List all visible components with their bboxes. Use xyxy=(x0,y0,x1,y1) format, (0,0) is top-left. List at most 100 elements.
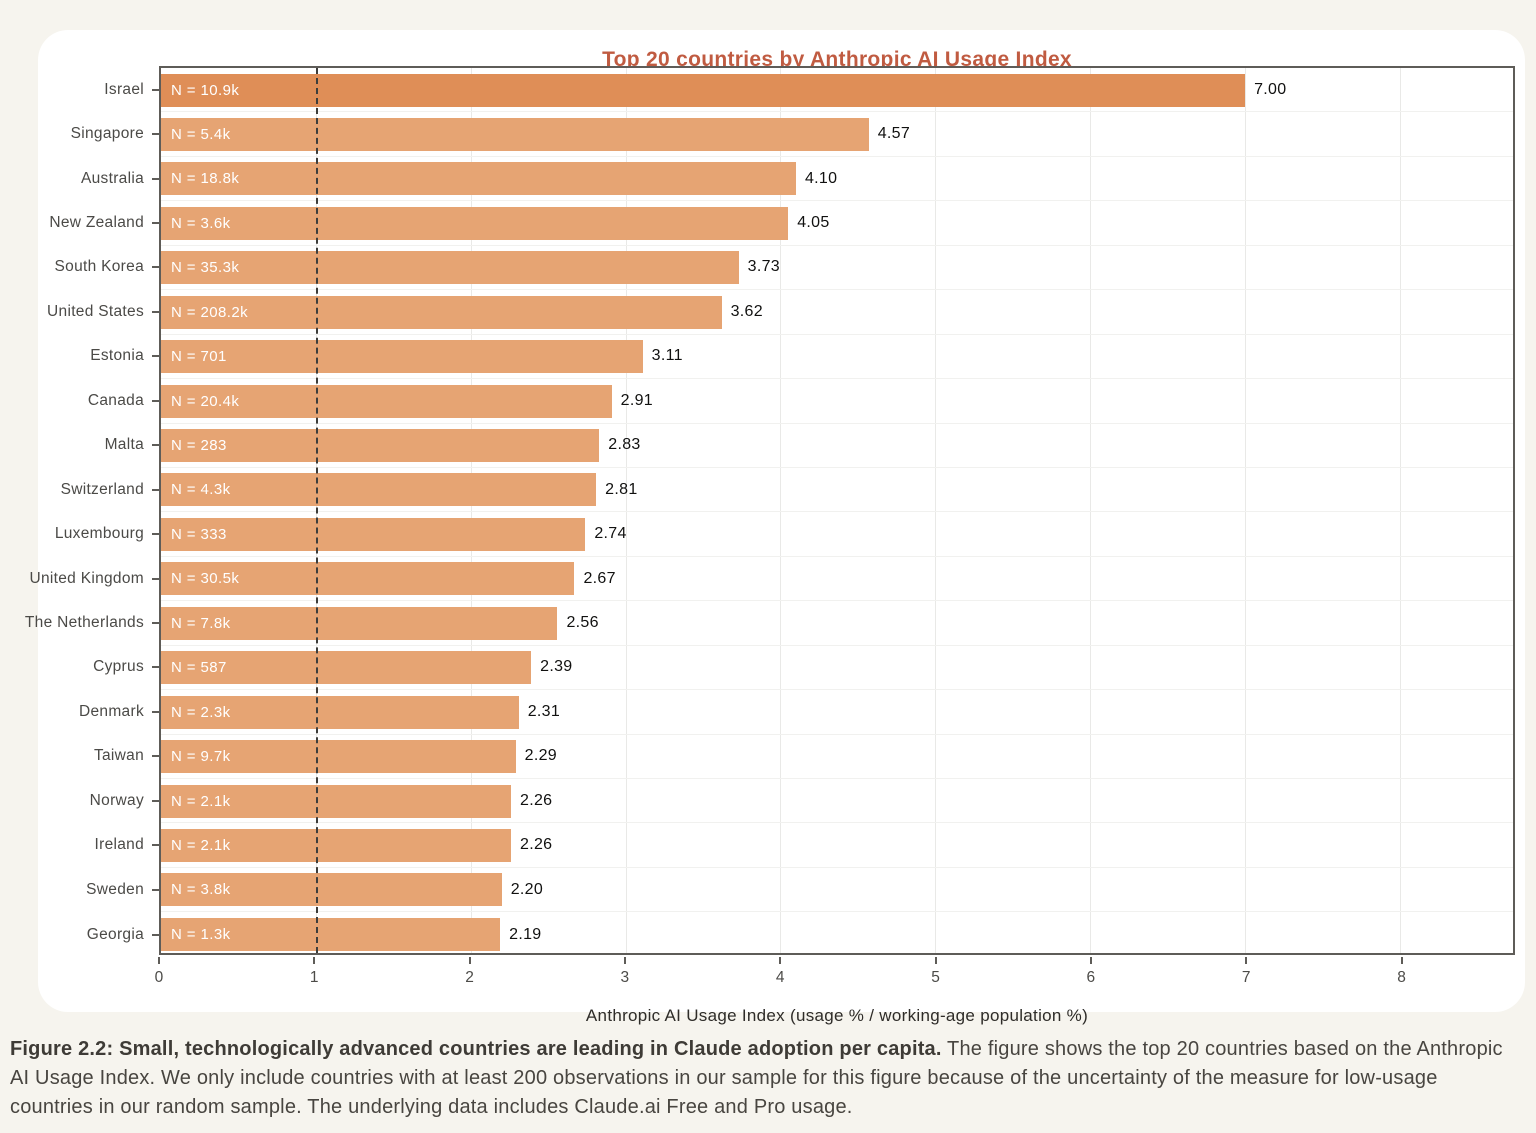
sample-size-label: N = 333 xyxy=(171,525,227,543)
value-label: 7.00 xyxy=(1254,80,1287,98)
country-label: The Netherlands xyxy=(24,613,144,631)
sample-size-label: N = 2.1k xyxy=(171,836,231,854)
x-tick-mark xyxy=(623,957,626,964)
x-tick-mark xyxy=(934,957,937,964)
bar: N = 333 xyxy=(161,517,586,551)
y-tick-mark xyxy=(152,488,159,491)
bar: N = 35.3k xyxy=(161,251,739,285)
country-label: Luxembourg xyxy=(54,525,144,543)
x-tick-label: 6 xyxy=(1086,969,1096,986)
table-row: Malta N = 283 2.83 xyxy=(105,424,1513,468)
country-label: Georgia xyxy=(86,925,144,943)
sample-size-label: N = 9.7k xyxy=(171,748,231,766)
y-tick-mark xyxy=(152,399,159,402)
table-row: Taiwan N = 9.7k 2.29 xyxy=(94,735,1513,779)
sample-size-label: N = 20.4k xyxy=(171,392,240,410)
y-tick-mark xyxy=(152,888,159,891)
country-label: Estonia xyxy=(90,347,144,365)
sample-size-label: N = 208.2k xyxy=(171,303,248,321)
chart-title: Top 20 countries by Anthropic AI Usage I… xyxy=(602,48,1072,71)
table-row: Georgia N = 1.3k 2.19 xyxy=(87,912,1513,956)
table-row: Canada N = 20.4k 2.91 xyxy=(88,379,1513,424)
y-tick-mark xyxy=(152,844,159,847)
country-label: Ireland xyxy=(94,836,144,854)
chart-card: Top 20 countries by Anthropic AI Usage I… xyxy=(25,30,1525,1025)
sample-size-label: N = 2.1k xyxy=(171,792,231,810)
y-tick-mark xyxy=(152,266,159,269)
bar: N = 3.6k xyxy=(161,206,789,240)
bar: N = 10.9k xyxy=(161,73,1246,107)
table-row: United Kingdom N = 30.5k 2.67 xyxy=(30,557,1513,602)
country-label: Australia xyxy=(80,169,144,187)
sample-size-label: N = 30.5k xyxy=(171,570,240,588)
bar: N = 7.8k xyxy=(161,606,558,640)
country-label: Malta xyxy=(104,436,144,454)
value-label: 2.31 xyxy=(527,702,561,720)
x-tick-mark xyxy=(158,957,160,964)
value-label: 2.81 xyxy=(605,480,638,498)
y-tick-mark xyxy=(152,444,159,447)
y-tick-mark xyxy=(152,710,159,713)
table-row: Cyprus N = 587 2.39 xyxy=(93,646,1513,691)
value-label: 4.57 xyxy=(877,125,911,143)
gridline xyxy=(625,68,627,953)
country-label: Denmark xyxy=(79,702,144,720)
value-label: 3.62 xyxy=(730,302,763,320)
gridline xyxy=(1090,68,1092,953)
bar-rows: Israel N = 10.9k 7.00 Singapore N = 5.4k… xyxy=(25,68,1513,956)
x-tick-label: 1 xyxy=(309,969,319,986)
x-tick-mark xyxy=(1400,957,1403,964)
value-label: 2.26 xyxy=(520,791,553,809)
x-tick-mark xyxy=(468,957,471,964)
value-label: 2.19 xyxy=(509,925,542,943)
x-tick-label: 2 xyxy=(465,969,475,986)
table-row: Ireland N = 2.1k 2.26 xyxy=(95,823,1513,868)
value-label: 3.11 xyxy=(651,347,683,365)
sample-size-label: N = 10.9k xyxy=(171,81,240,99)
bar: N = 30.5k xyxy=(161,562,575,596)
x-tick-mark xyxy=(1245,957,1248,964)
table-row: Singapore N = 5.4k 4.57 xyxy=(71,112,1513,157)
bar: N = 4.3k xyxy=(161,473,597,507)
value-label: 2.20 xyxy=(510,880,544,898)
table-row: Estonia N = 701 3.11 xyxy=(90,335,1513,380)
sample-size-label: N = 7.8k xyxy=(171,614,231,632)
y-tick-mark xyxy=(152,133,159,136)
y-tick-mark xyxy=(152,222,159,225)
gridline xyxy=(935,68,937,953)
sample-size-label: N = 35.3k xyxy=(171,259,240,277)
bar: N = 2.3k xyxy=(161,695,519,729)
y-tick-mark xyxy=(152,666,159,669)
bar: N = 701 xyxy=(161,340,643,374)
x-tick-mark xyxy=(1089,957,1092,964)
table-row: Sweden N = 3.8k 2.20 xyxy=(86,868,1513,913)
value-label: 3.73 xyxy=(747,258,780,276)
y-tick-mark xyxy=(152,621,159,624)
bar: N = 5.4k xyxy=(161,117,869,151)
sample-size-label: N = 18.8k xyxy=(171,170,240,188)
y-tick-mark xyxy=(152,310,159,313)
gridline xyxy=(780,68,782,953)
gridline xyxy=(1245,68,1247,953)
table-row: Switzerland N = 4.3k 2.81 xyxy=(61,468,1513,513)
sample-size-label: N = 283 xyxy=(171,437,227,454)
y-tick-mark xyxy=(152,933,159,936)
sample-size-label: N = 587 xyxy=(171,659,227,677)
bar: N = 2.1k xyxy=(161,784,511,818)
country-label: Singapore xyxy=(70,125,144,143)
bar: N = 9.7k xyxy=(161,740,516,774)
y-tick-mark xyxy=(152,355,159,358)
country-label: United Kingdom xyxy=(29,569,144,587)
value-label: 2.74 xyxy=(594,525,627,543)
y-tick-mark xyxy=(152,755,159,758)
bar: N = 18.8k xyxy=(161,162,796,196)
bar: N = 587 xyxy=(161,651,532,685)
x-tick-label: 0 xyxy=(154,969,164,986)
table-row: United States N = 208.2k 3.62 xyxy=(47,290,1513,335)
y-tick-mark xyxy=(152,177,159,180)
caption-bold: Figure 2.2: Small, technologically advan… xyxy=(10,1038,942,1060)
sample-size-label: N = 2.3k xyxy=(171,703,231,721)
country-label: Israel xyxy=(104,80,144,98)
value-label: 2.29 xyxy=(524,747,557,765)
